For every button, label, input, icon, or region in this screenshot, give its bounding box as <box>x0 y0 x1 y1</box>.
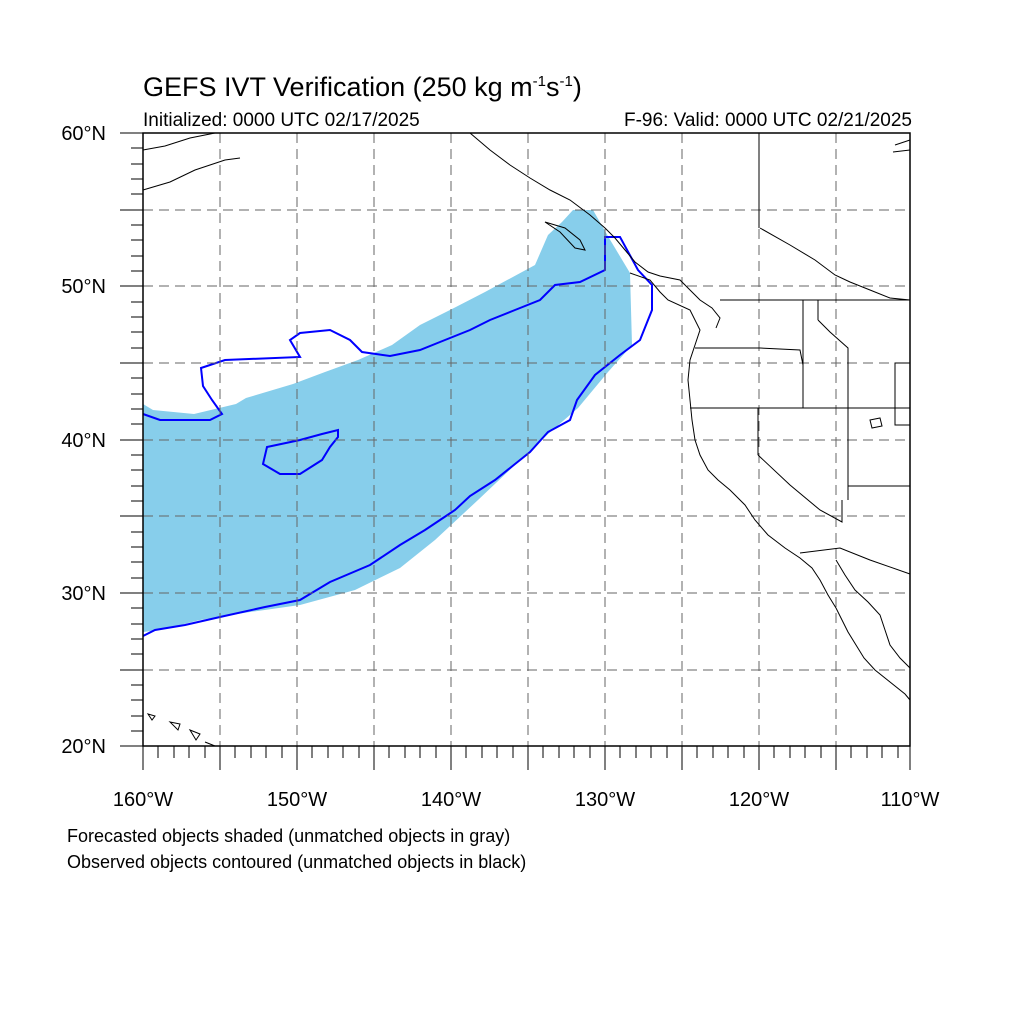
coastlines <box>142 132 911 747</box>
lat-label: 50°N <box>61 276 106 298</box>
lon-label: 160°W <box>113 789 173 811</box>
initialized-label: Initialized: 0000 UTC 02/17/2025 <box>143 110 420 131</box>
observed-ivt-contour-inner <box>261 428 339 475</box>
lat-label: 30°N <box>61 583 106 605</box>
lat-label: 60°N <box>61 123 106 145</box>
lat-label: 40°N <box>61 430 106 452</box>
latitude-labels: 60°N 50°N 40°N 30°N 20°N <box>61 123 106 758</box>
lon-label: 110°W <box>881 789 940 811</box>
forecast-ivt-object <box>143 210 632 632</box>
graticule <box>143 133 910 746</box>
lon-label: 120°W <box>729 789 789 811</box>
lon-label: 150°W <box>267 789 327 811</box>
map-title: GEFS IVT Verification (250 kg m-1s-1) <box>143 72 582 102</box>
valid-time-label: F-96: Valid: 0000 UTC 02/21/2025 <box>624 110 912 131</box>
tick-marks <box>120 132 911 770</box>
state-borders <box>690 133 911 575</box>
lon-label: 140°W <box>421 789 481 811</box>
lat-label: 20°N <box>61 736 106 758</box>
legend-observed-note: Observed objects contoured (unmatched ob… <box>67 852 527 872</box>
longitude-labels: 160°W 150°W 140°W 130°W 120°W 110°W <box>113 789 940 811</box>
observed-ivt-contour <box>142 236 653 637</box>
legend-forecast-note: Forecasted objects shaded (unmatched obj… <box>67 826 511 846</box>
lon-label: 130°W <box>575 789 635 811</box>
